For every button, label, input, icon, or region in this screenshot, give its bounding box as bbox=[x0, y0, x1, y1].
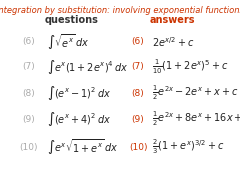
Text: $\int e^x(1+2e^x)^4\, dx$: $\int e^x(1+2e^x)^4\, dx$ bbox=[47, 58, 128, 76]
Text: $\int \sqrt{e^x}\, dx$: $\int \sqrt{e^x}\, dx$ bbox=[47, 32, 89, 52]
Text: (10): (10) bbox=[19, 143, 38, 152]
Text: (9): (9) bbox=[22, 115, 35, 124]
Text: $\int e^x\sqrt{1+e^x}\, dx$: $\int e^x\sqrt{1+e^x}\, dx$ bbox=[47, 137, 118, 157]
Text: (9): (9) bbox=[132, 115, 144, 124]
Text: questions: questions bbox=[45, 15, 99, 25]
Text: integration by substitution: involving exponential functions: integration by substitution: involving e… bbox=[0, 6, 240, 15]
Text: $\frac{2}{3}(1+e^x)^{3/2} +c$: $\frac{2}{3}(1+e^x)^{3/2} +c$ bbox=[152, 138, 225, 156]
Text: (10): (10) bbox=[129, 143, 147, 152]
Text: (7): (7) bbox=[132, 62, 144, 72]
Text: $\int (e^x -1)^2\, dx$: $\int (e^x -1)^2\, dx$ bbox=[47, 84, 111, 102]
Text: $\frac{1}{2}e^{2x} +8e^x +16x +c$: $\frac{1}{2}e^{2x} +8e^x +16x +c$ bbox=[152, 110, 240, 128]
Text: (6): (6) bbox=[132, 37, 144, 46]
Text: (8): (8) bbox=[22, 89, 35, 98]
Text: $\frac{1}{2}e^{2x} -2e^x +x +c$: $\frac{1}{2}e^{2x} -2e^x +x +c$ bbox=[152, 84, 239, 102]
Text: (6): (6) bbox=[22, 37, 35, 46]
Text: $\int (e^x +4)^2\, dx$: $\int (e^x +4)^2\, dx$ bbox=[47, 110, 111, 128]
Text: (8): (8) bbox=[132, 89, 144, 98]
Text: $\frac{1}{10}(1+2e^x)^5 +c$: $\frac{1}{10}(1+2e^x)^5 +c$ bbox=[152, 58, 229, 76]
Text: (7): (7) bbox=[22, 62, 35, 72]
Text: answers: answers bbox=[150, 15, 196, 25]
Text: $2e^{x/2} +c$: $2e^{x/2} +c$ bbox=[152, 35, 195, 49]
